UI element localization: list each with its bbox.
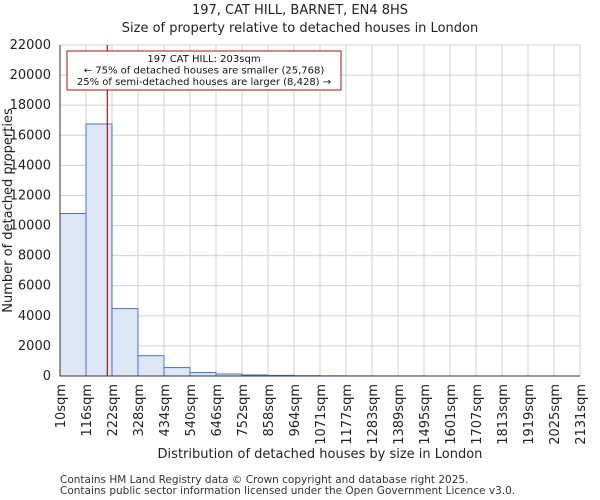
histogram-bar (189, 372, 217, 377)
footer-copyright: Contains HM Land Registry data © Crown c… (60, 474, 469, 486)
x-tick-label: 1389sqm (392, 384, 407, 445)
x-tick-label: 1813sqm (496, 384, 511, 445)
x-tick-label: 540sqm (184, 384, 199, 437)
histogram-bar (163, 367, 191, 377)
annotation-text: 197 CAT HILL: 203sqm (147, 54, 260, 65)
x-tick-label: 858sqm (262, 384, 277, 437)
x-tick-label: 328sqm (132, 384, 147, 437)
histogram-bar (137, 355, 165, 377)
x-tick-label: 1177sqm (340, 384, 355, 445)
chart-title: 197, CAT HILL, BARNET, EN4 8HS (191, 3, 409, 18)
y-tick-label: 8000 (18, 249, 51, 264)
x-tick-label: 434sqm (158, 384, 173, 437)
annotation-text: 25% of semi-detached houses are larger (… (77, 77, 331, 88)
histogram-bar (59, 213, 87, 377)
y-tick-label: 16000 (10, 128, 51, 143)
y-axis-title: Number of detached properties (1, 108, 16, 313)
x-tick-label: 1283sqm (366, 384, 381, 445)
x-tick-label: 1919sqm (522, 384, 537, 445)
histogram-bar (85, 123, 113, 377)
y-tick-label: 2000 (18, 339, 51, 354)
x-tick-label: 964sqm (288, 384, 303, 437)
y-tick-label: 14000 (10, 158, 51, 173)
chart-subtitle: Size of property relative to detached ho… (121, 21, 479, 36)
y-tick-label: 20000 (10, 68, 51, 83)
x-tick-label: 752sqm (236, 384, 251, 437)
x-tick-label: 10sqm (54, 384, 69, 428)
y-tick-label: 22000 (10, 38, 51, 53)
y-tick-label: 18000 (10, 98, 51, 113)
footer-licence: Contains public sector information licen… (60, 485, 516, 497)
histogram-chart: 0 2000 4000 6000 8000 10000 12000 14000 16000 180… (1, 38, 589, 462)
y-tick-label: 10000 (10, 219, 51, 234)
y-tick-label: 12000 (10, 188, 51, 203)
x-tick-label: 222sqm (106, 384, 121, 437)
x-tick-label: 1495sqm (418, 384, 433, 445)
x-tick-label: 116sqm (80, 384, 95, 437)
y-tick-label: 6000 (18, 279, 51, 294)
x-tick-label: 1707sqm (470, 384, 485, 445)
x-tick-label: 1601sqm (444, 384, 459, 445)
x-tick-label: 2131sqm (574, 384, 589, 445)
x-tick-label: 1071sqm (314, 384, 329, 445)
y-tick-label: 4000 (18, 309, 51, 324)
x-tick-label: 2025sqm (548, 384, 563, 445)
histogram-bar (111, 308, 139, 377)
y-tick-label: 0 (43, 369, 51, 384)
annotation-box (66, 50, 342, 91)
annotation-text: ← 75% of detached houses are smaller (25… (84, 66, 325, 77)
x-tick-label: 646sqm (210, 384, 225, 437)
x-axis-title: Distribution of detached houses by size … (158, 447, 483, 462)
